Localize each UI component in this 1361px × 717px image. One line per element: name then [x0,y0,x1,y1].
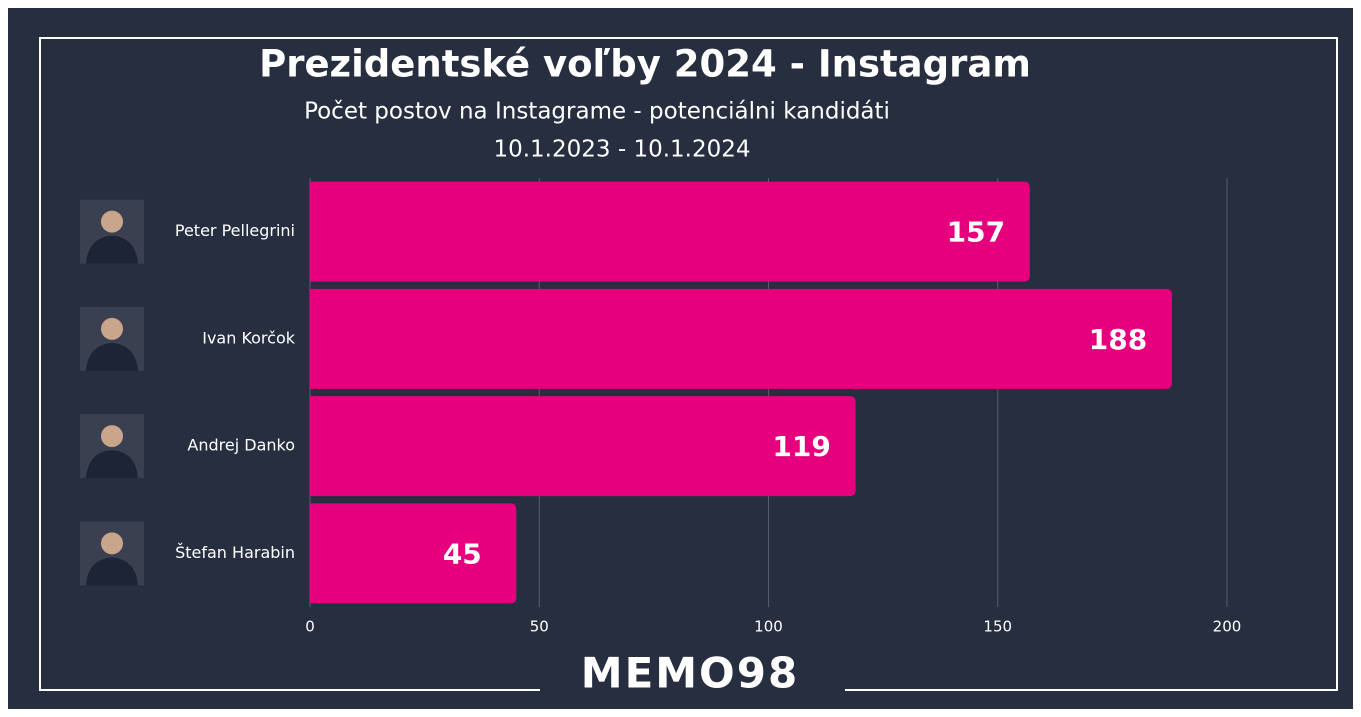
y-tick-label: Štefan Harabin [175,543,295,562]
x-tick-label: 200 [1213,618,1242,636]
x-tick-label: 100 [754,618,783,636]
x-tick-label: 150 [983,618,1012,636]
photos [80,199,144,586]
x-tick-label: 50 [530,618,549,636]
date-range: 10.1.2023 - 10.1.2024 [493,137,750,163]
portrait-body [86,235,138,264]
data-label: 119 [772,430,830,463]
portrait-body [86,557,138,586]
data-label: 157 [947,216,1005,249]
portrait-head [101,210,123,233]
bar [310,288,1172,389]
y-tick-label: Peter Pellegrini [175,221,295,240]
frame [39,37,1338,691]
portrait-body [86,342,138,371]
chart-title: Prezidentské voľby 2024 - Instagram [259,43,1031,86]
chart-subtitle: Počet postov na Instagrame - potenciálni… [304,99,890,125]
portrait-body [86,450,138,479]
logo: MEMO98 [581,649,799,698]
portrait-head [101,425,123,448]
portrait-head [101,532,123,555]
bar [310,503,517,604]
data-label: 188 [1089,323,1147,356]
portrait-head [101,317,123,340]
data-label: 45 [443,537,482,570]
x-tick-label: 0 [305,618,315,636]
bar [310,181,1030,282]
y-tick-label: Andrej Danko [187,436,295,455]
y-tick-label: Ivan Korčok [202,328,296,347]
bar [310,396,856,497]
